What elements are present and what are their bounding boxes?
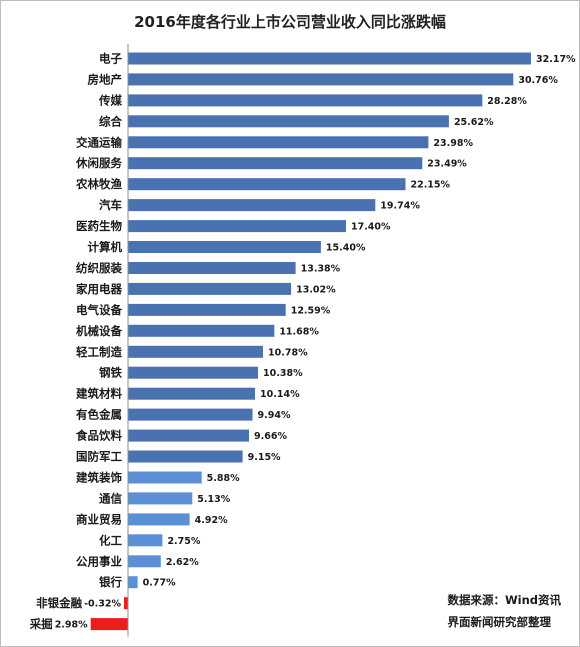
value-label: 23.49% xyxy=(427,159,467,170)
bar-公用事业 xyxy=(128,555,161,568)
category-label: 计算机 xyxy=(88,240,123,254)
bar-房地产 xyxy=(128,73,514,86)
value-label: 5.88% xyxy=(207,473,240,484)
category-label: 非银金融 xyxy=(36,596,82,610)
category-label: 建筑材料 xyxy=(76,387,122,401)
bar-电子 xyxy=(128,52,531,65)
bar-汽车 xyxy=(128,199,376,212)
value-label: 5.13% xyxy=(197,494,230,505)
credit-line: 界面新闻研究部整理 xyxy=(447,615,551,629)
category-label: 休闲服务 xyxy=(75,156,122,170)
value-label: 0.77% xyxy=(143,578,176,589)
bar-商业贸易 xyxy=(128,513,190,526)
value-label: 11.68% xyxy=(279,326,319,337)
source-note: 数据来源：Wind资讯 界面新闻研究部整理 xyxy=(447,589,561,633)
value-label: 10.14% xyxy=(260,389,300,400)
bar-计算机 xyxy=(128,241,321,253)
category-label: 化工 xyxy=(99,533,122,547)
category-label: 电气设备 xyxy=(76,303,122,317)
value-label: 10.78% xyxy=(268,347,308,358)
category-label: 纺织服装 xyxy=(76,261,122,275)
bar-农林牧渔 xyxy=(128,178,406,191)
source-line: 数据来源：Wind资讯 xyxy=(447,593,561,607)
value-label: 13.38% xyxy=(301,263,341,274)
bar-家用电器 xyxy=(128,282,292,295)
value-label: 30.76% xyxy=(518,75,558,86)
category-label: 电子 xyxy=(99,51,122,65)
category-label: 商业贸易 xyxy=(76,512,122,526)
category-label: 农林牧渔 xyxy=(75,177,122,191)
category-label: 传媒 xyxy=(98,93,122,107)
category-label: 家用电器 xyxy=(76,282,122,296)
bar-钢铁 xyxy=(128,366,258,379)
value-label: 2.62% xyxy=(166,557,199,568)
bar-轻工制造 xyxy=(128,345,263,358)
category-label: 轻工制造 xyxy=(76,345,122,359)
bar-休闲服务 xyxy=(128,157,423,170)
category-label: 银行 xyxy=(99,575,122,589)
value-label: 23.98% xyxy=(433,138,473,149)
category-label: 食品饮料 xyxy=(76,429,122,443)
bar-建筑装饰 xyxy=(128,471,202,484)
value-label: 22.15% xyxy=(410,180,450,191)
bar-有色金属 xyxy=(128,408,253,421)
category-label: 钢铁 xyxy=(99,366,122,380)
bar-化工 xyxy=(128,534,163,547)
value-label: 28.28% xyxy=(487,96,527,107)
category-label: 公用事业 xyxy=(76,554,122,568)
value-label: 9.15% xyxy=(248,452,281,463)
value-label: 10.38% xyxy=(263,368,303,379)
value-label: 4.92% xyxy=(195,515,228,526)
bar-采掘 xyxy=(90,618,128,631)
category-label: 有色金属 xyxy=(76,408,122,422)
bar-非银金融 xyxy=(123,597,128,610)
value-label: 25.62% xyxy=(454,117,494,128)
category-label: 机械设备 xyxy=(76,324,122,338)
category-label: 房地产 xyxy=(88,72,123,86)
value-label: 9.94% xyxy=(258,410,291,421)
category-label: 建筑装饰 xyxy=(76,470,122,484)
category-label: 汽车 xyxy=(99,198,122,212)
bar-纺织服装 xyxy=(128,262,296,274)
value-label: 12.59% xyxy=(291,305,331,316)
value-label: 9.66% xyxy=(254,431,287,442)
category-label: 通信 xyxy=(99,491,122,505)
value-label: 13.02% xyxy=(296,284,336,295)
bar-银行 xyxy=(128,576,138,589)
chart-title: 2016年度各行业上市公司营业收入同比涨跌幅 xyxy=(134,13,446,31)
value-label: 2.75% xyxy=(167,536,200,547)
bar-综合 xyxy=(128,115,449,128)
bar-传媒 xyxy=(128,94,483,107)
bar-医药生物 xyxy=(128,220,346,233)
bar-通信 xyxy=(128,492,193,505)
category-label: 医药生物 xyxy=(76,219,122,233)
value-label: 15.40% xyxy=(326,243,366,254)
category-label: 交通运输 xyxy=(76,135,122,149)
value-label: 32.17% xyxy=(536,54,576,65)
value-label: 2.98% xyxy=(55,620,88,631)
bar-食品饮料 xyxy=(128,429,249,442)
bar-电气设备 xyxy=(128,303,286,316)
bar-建筑材料 xyxy=(128,387,255,400)
category-label: 综合 xyxy=(99,114,122,128)
value-label: 19.74% xyxy=(380,201,420,212)
value-label: -0.32% xyxy=(84,599,121,610)
category-label: 国防军工 xyxy=(76,450,122,464)
value-label: 17.40% xyxy=(351,222,391,233)
category-label: 采掘 xyxy=(29,617,53,631)
bar-国防军工 xyxy=(128,450,243,463)
bar-交通运输 xyxy=(128,136,429,149)
bar-机械设备 xyxy=(128,324,275,337)
